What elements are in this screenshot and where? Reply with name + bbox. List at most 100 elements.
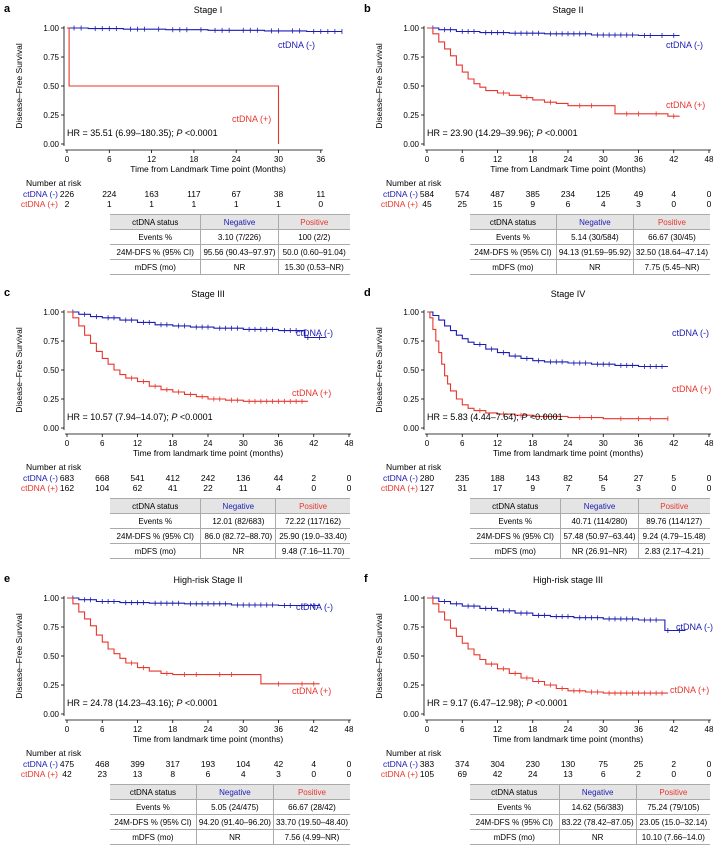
risk-count-pos: 1 (234, 199, 239, 209)
y-tick-label: 0.25 (403, 681, 419, 690)
x-tick-label: 6 (107, 155, 112, 164)
table-row-24m-dfs: 24M-DFS % (95% CI) 57.48 (50.97–63.44) 9.2… (470, 528, 710, 544)
x-tick-label: 12 (493, 725, 502, 734)
risk-count-pos: 3 (636, 483, 641, 493)
risk-count-neg: 224 (102, 189, 116, 199)
risk-count-pos: 41 (168, 483, 178, 493)
x-tick-label: 6 (100, 725, 105, 734)
y-axis-label: Disease–Free Survival (374, 613, 384, 699)
y-tick-label: 0.50 (43, 82, 59, 91)
y-tick-label: 0.25 (403, 395, 419, 404)
table-cell: 10.10 (7.66–14.0) (635, 829, 710, 845)
curve-ctdna-neg (67, 311, 326, 339)
x-tick-label: 36 (274, 439, 283, 448)
x-axis-label: Time from landmark time point (months) (133, 448, 284, 458)
table-header-row: ctDNA status Negative Positive (110, 214, 350, 230)
x-tick-label: 36 (634, 439, 643, 448)
x-tick-label: 30 (239, 439, 248, 448)
summary-table: ctDNA status Negative Positive Events % 14.6… (470, 784, 710, 845)
risk-count-pos: 1 (149, 199, 154, 209)
table-cell: Positive (637, 498, 710, 514)
y-tick-label: 1.00 (43, 308, 59, 317)
x-tick-label: 12 (133, 439, 142, 448)
x-tick-label: 36 (316, 155, 325, 164)
risk-count-pos: 1 (276, 199, 281, 209)
risk-row-label-neg: ctDNA (-) (383, 473, 418, 483)
risk-row-label-pos: ctDNA (+) (21, 199, 58, 209)
table-row-24m-dfs: 24M-DFS % (95% CI) 86.0 (82.72–88.70) 25.9… (110, 528, 350, 544)
risk-count-neg: 82 (563, 473, 573, 483)
risk-row-label-pos: ctDNA (+) (381, 769, 418, 779)
x-tick-label: 12 (133, 725, 142, 734)
risk-count-pos: 1 (192, 199, 197, 209)
risk-count-pos: 22 (203, 483, 213, 493)
risk-row-label-neg: ctDNA (-) (23, 189, 58, 199)
risk-count-pos: 0 (347, 769, 352, 779)
risk-count-pos: 0 (707, 769, 712, 779)
risk-count-pos: 0 (311, 769, 316, 779)
table-cell: NR (195, 829, 274, 845)
risk-count-neg: 188 (490, 473, 504, 483)
panel-b: b Stage II Disease–Free Survival 0.00 0.25 0.… (360, 0, 720, 284)
table-cell: mDFS (mo) (110, 543, 201, 559)
legend-ctdna-pos: ctDNA (+) (672, 384, 711, 394)
risk-count-neg: 668 (95, 473, 109, 483)
x-tick-label: 0 (425, 155, 430, 164)
risk-count-neg: 0 (347, 759, 352, 769)
x-tick-label: 12 (493, 155, 502, 164)
table-row-mdfs: mDFS (mo) NR 10.10 (7.66–14.0) (470, 829, 710, 845)
table-cell: 86.0 (82.72–88.70) (200, 528, 276, 544)
x-tick-label: 30 (599, 155, 608, 164)
risk-count-pos: 0 (671, 483, 676, 493)
risk-row-label-neg: ctDNA (-) (383, 759, 418, 769)
risk-count-pos: 162 (60, 483, 74, 493)
risk-count-pos: 23 (98, 769, 108, 779)
curve-ctdna-pos (67, 597, 320, 685)
legend-ctdna-neg: ctDNA (-) (666, 40, 703, 50)
table-cell: 23.05 (15.0–32.14) (635, 814, 710, 830)
table-cell: 5.05 (24/475) (195, 799, 274, 815)
risk-count-pos: 0 (707, 483, 712, 493)
table-cell: Positive (272, 784, 350, 800)
table-cell: 2.83 (2.17–4.21) (637, 543, 710, 559)
risk-count-neg: 399 (130, 759, 144, 769)
table-row-mdfs: mDFS (mo) NR 15.30 (0.53–NR) (110, 259, 350, 275)
table-row-mdfs: mDFS (mo) NR 9.48 (7.16–11.70) (110, 543, 350, 559)
curve-ctdna-neg (427, 311, 668, 368)
risk-count-pos: 0 (671, 769, 676, 779)
table-header-row: ctDNA status Negative Positive (470, 214, 710, 230)
risk-count-pos: 4 (241, 769, 246, 779)
risk-count-pos: 0 (671, 199, 676, 209)
table-cell: 33.70 (19.50–48.40) (272, 814, 350, 830)
panel-letter: c (4, 287, 10, 299)
table-cell: ctDNA status (110, 498, 201, 514)
risk-count-pos: 4 (601, 199, 606, 209)
table-cell: 9.24 (4.79–15.48) (637, 528, 710, 544)
y-tick-label: 0.75 (43, 623, 59, 632)
chart-title: Stage IV (551, 289, 586, 299)
y-tick-label: 1.00 (403, 24, 419, 33)
curve-ctdna-pos (427, 597, 668, 694)
table-header-row: ctDNA status Negative Positive (110, 498, 350, 514)
risk-count-pos: 15 (493, 199, 503, 209)
table-cell: mDFS (mo) (470, 543, 561, 559)
number-at-risk-label: Number at risk (26, 748, 82, 758)
curve-ctdna-pos (67, 27, 280, 144)
curve-ctdna-pos (427, 27, 680, 117)
table-cell: 24M-DFS % (95% CI) (470, 244, 557, 260)
risk-count-neg: 0 (707, 473, 712, 483)
risk-count-pos: 4 (276, 483, 281, 493)
y-tick-label: 0.75 (43, 337, 59, 346)
risk-count-neg: 75 (599, 759, 609, 769)
summary-table: ctDNA status Negative Positive Events % 5.05… (110, 784, 350, 845)
risk-count-neg: 143 (526, 473, 540, 483)
table-cell: Positive (275, 498, 350, 514)
table-cell: 66.67 (30/45) (632, 229, 710, 245)
risk-count-pos: 127 (420, 483, 434, 493)
table-cell: Events % (110, 799, 197, 815)
risk-count-neg: 42 (274, 759, 284, 769)
risk-count-pos: 13 (563, 769, 573, 779)
table-cell: 94.13 (91.59–95.92) (555, 244, 634, 260)
x-tick-label: 0 (65, 155, 70, 164)
y-tick-label: 0.50 (43, 652, 59, 661)
